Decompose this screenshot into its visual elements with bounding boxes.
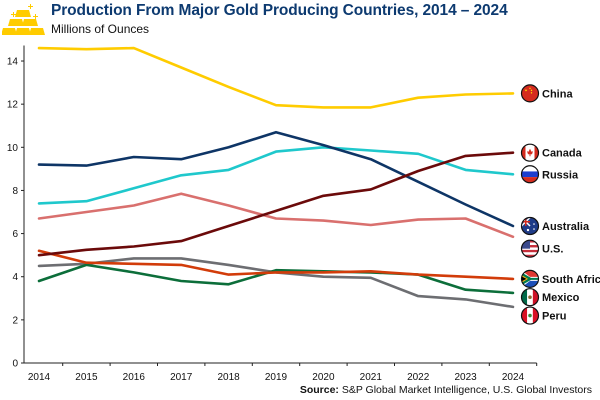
chart-subtitle: Millions of Ounces [51,22,150,36]
source-label: Source: [299,384,339,396]
axes: 0 2 4 6 8 10 12 14 2014 2015 2016 2017 2018 2019 2020 2… [7,45,538,383]
y-tick-label: 14 [7,57,19,68]
x-tick-label: 2024 [502,372,525,383]
x-tick-label: 2014 [28,372,51,383]
x-tick-label: 2017 [170,372,193,383]
legend-label-mexico: Mexico [542,292,580,304]
flag-border [520,239,540,258]
x-tick-label: 2023 [454,372,477,383]
legend: China Canada Russia Australia U.S. South Afri… [520,84,600,325]
series-line-mexico [37,263,515,295]
y-tick-label: 0 [12,359,18,370]
series-line-u-s [37,192,515,239]
series-line-south-africa [37,249,515,281]
chart-title: Production From Major Gold Producing Cou… [51,2,508,19]
x-tick-label: 2020 [312,372,335,383]
legend-label-peru: Peru [542,311,566,323]
y-tick-label: 4 [12,272,18,283]
y-tick-label: 10 [7,143,19,154]
russia-flag-icon [521,165,539,183]
series-line-china [37,46,515,109]
series-lines [37,46,515,309]
x-tick-label: 2018 [217,372,240,383]
china-flag-icon [521,84,539,102]
flag-border [520,306,540,325]
us-flag-icon [521,240,539,258]
source-text: S&P Global Market Intelligence, U.S. Glo… [338,384,592,396]
legend-label-australia: Australia [542,221,590,233]
y-tick-label: 6 [12,229,18,240]
legend-label-canada: Canada [542,148,583,160]
canada-flag-icon [521,144,539,162]
peru-flag-icon [521,307,539,325]
legend-label-u-s: U.S. [542,244,563,256]
y-tick-label: 8 [12,186,18,197]
x-tick-label: 2022 [407,372,430,383]
legend-label-south-africa: South Africa [542,274,600,286]
legend-label-china: China [542,88,573,100]
australia-flag-icon [521,217,539,235]
x-tick-label: 2021 [360,372,383,383]
x-tick-label: 2019 [265,372,288,383]
y-tick-label: 12 [7,100,19,111]
flag-border [520,165,540,184]
flag-border [520,216,540,236]
series-line-canada [37,151,515,257]
gold-bars-icon [2,4,45,35]
flag-border [520,143,540,162]
source-note: Source: S&P Global Market Intelligence, … [300,384,592,396]
flag-border [520,269,540,288]
series-line-russia [37,146,515,205]
x-tick-label: 2016 [123,372,146,383]
legend-label-russia: Russia [542,169,579,181]
mexico-flag-icon [521,288,539,306]
flag-border [520,288,540,307]
x-tick-label: 2015 [75,372,98,383]
flag-border [520,84,540,103]
series-line-australia [37,130,515,228]
south-africa-flag-icon [521,270,539,288]
y-tick-label: 2 [12,315,18,326]
